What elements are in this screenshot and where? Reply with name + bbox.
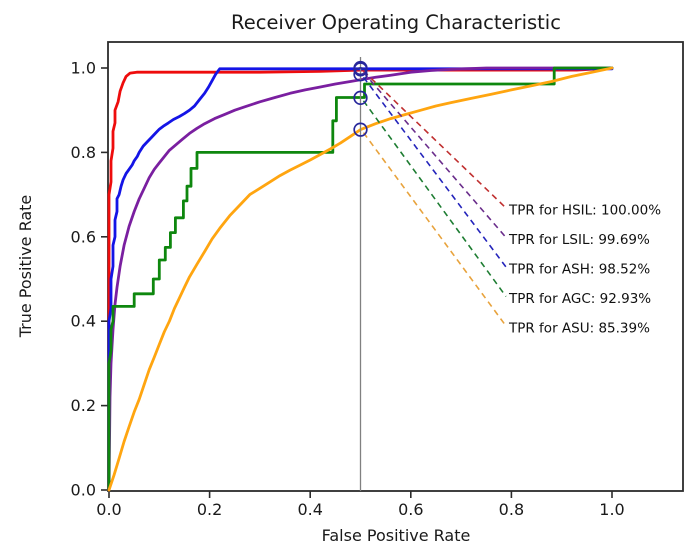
y-tick-label: 0.8 xyxy=(71,143,96,162)
roc-curves xyxy=(107,66,614,492)
annotation-label-agc: TPR for AGC: 92.93% xyxy=(508,291,651,307)
x-tick-label: 0.6 xyxy=(398,500,423,519)
annotations-group: TPR for HSIL: 100.00% TPR for LSIL: 99.69… xyxy=(353,60,661,337)
y-tick-label: 0.0 xyxy=(71,481,96,500)
x-axis-label: False Positive Rate xyxy=(322,526,471,545)
y-tick-label: 0.2 xyxy=(71,396,96,415)
chart-title: Receiver Operating Characteristic xyxy=(231,11,561,34)
tpr-marker-ash xyxy=(353,67,368,82)
roc-curve-asu xyxy=(107,66,614,492)
tpr-marker-lsil xyxy=(353,62,368,77)
x-tick-label: 1.0 xyxy=(599,500,624,519)
annotation-connector-hsil xyxy=(362,70,507,209)
annotation-connector-lsil xyxy=(362,71,507,239)
annotation-connector-ash xyxy=(362,76,507,268)
annotation-connector-agc xyxy=(362,100,507,297)
x-tick-label: 0.8 xyxy=(499,500,524,519)
annotation-connector-asu xyxy=(362,132,507,327)
tpr-marker-agc xyxy=(353,90,368,105)
y-tick-label: 0.6 xyxy=(71,227,96,246)
annotation-label-lsil: TPR for LSIL: 99.69% xyxy=(508,232,650,248)
annotation-label-hsil: TPR for HSIL: 100.00% xyxy=(508,203,661,219)
roc-curve-agc xyxy=(107,66,614,492)
x-tick-label: 0.0 xyxy=(96,500,121,519)
y-tick-label: 1.0 xyxy=(71,59,96,78)
tpr-marker-asu xyxy=(353,122,368,137)
annotation-label-asu: TPR for ASU: 85.39% xyxy=(508,321,650,337)
y-tick-label: 0.4 xyxy=(71,312,96,331)
x-tick-label: 0.4 xyxy=(297,500,322,519)
x-tick-label: 0.2 xyxy=(197,500,222,519)
roc-curve-ash xyxy=(107,66,614,492)
y-axis-label: True Positive Rate xyxy=(16,195,35,339)
annotation-label-ash: TPR for ASH: 98.52% xyxy=(508,262,650,278)
axis-ticks: 0.0 0.2 0.4 0.6 0.8 1.0 0.0 0.2 0.4 0.6 0.8 1.0 xyxy=(71,59,625,520)
